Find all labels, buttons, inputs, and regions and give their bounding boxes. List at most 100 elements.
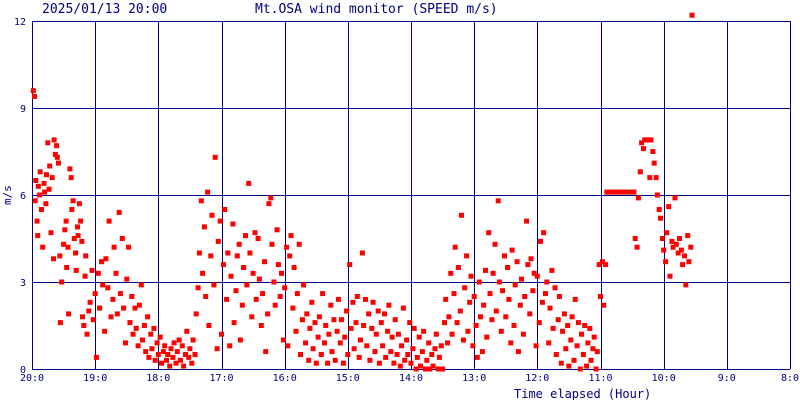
data-point — [280, 337, 286, 343]
data-point — [468, 273, 474, 279]
data-point — [648, 137, 654, 143]
data-point — [190, 337, 196, 343]
x-tick-label: 20:0 — [20, 373, 44, 384]
data-point — [465, 328, 471, 334]
data-point — [543, 291, 548, 297]
data-point — [392, 317, 398, 323]
x-tick-label: 13:0 — [462, 373, 486, 384]
data-point — [515, 349, 521, 355]
data-point — [285, 343, 291, 349]
data-point — [354, 294, 360, 299]
data-point — [680, 262, 686, 268]
data-point — [531, 270, 537, 276]
data-point — [129, 294, 135, 299]
data-point — [536, 320, 542, 326]
data-point — [51, 256, 56, 262]
data-point — [287, 253, 293, 259]
data-point — [52, 151, 58, 157]
data-point — [663, 259, 669, 265]
data-point — [159, 360, 164, 366]
data-point — [121, 305, 127, 311]
data-point — [258, 323, 264, 328]
data-point — [686, 259, 692, 265]
data-point — [288, 233, 294, 239]
data-point — [486, 230, 492, 236]
data-point — [97, 305, 103, 311]
data-point — [530, 288, 536, 294]
data-point — [512, 282, 518, 288]
data-point — [395, 331, 401, 337]
data-point — [127, 320, 133, 326]
data-point — [123, 340, 128, 346]
data-point — [639, 140, 645, 146]
data-point — [613, 189, 619, 195]
data-point — [282, 285, 288, 291]
data-point — [37, 192, 43, 198]
data-point — [164, 357, 169, 363]
data-point — [408, 360, 414, 366]
data-point — [539, 299, 545, 305]
data-point — [483, 267, 488, 273]
data-point — [565, 323, 571, 328]
data-point — [400, 305, 406, 311]
data-point — [78, 218, 84, 224]
data-point — [435, 366, 441, 372]
data-point — [351, 346, 357, 352]
data-point — [227, 343, 233, 349]
data-point — [332, 357, 338, 363]
data-point — [62, 227, 68, 233]
data-point — [186, 354, 192, 360]
data-point — [471, 294, 477, 299]
data-point — [568, 337, 574, 343]
data-point — [653, 175, 659, 181]
data-point — [397, 363, 403, 369]
data-point — [149, 346, 155, 352]
data-point — [370, 299, 376, 305]
data-point — [73, 250, 79, 256]
data-point — [309, 299, 315, 305]
data-point — [353, 320, 359, 326]
data-point — [66, 311, 72, 317]
data-point — [165, 352, 171, 357]
data-point — [449, 331, 455, 337]
data-point — [418, 363, 423, 369]
data-point — [591, 334, 597, 340]
data-point — [467, 299, 473, 305]
data-point — [587, 325, 593, 331]
data-point — [525, 262, 531, 268]
data-point — [67, 166, 73, 172]
data-point — [607, 189, 613, 195]
data-point — [358, 337, 363, 343]
x-tick-label: 15:0 — [336, 373, 360, 384]
data-point — [448, 270, 454, 276]
data-point — [42, 189, 48, 195]
data-point — [65, 244, 71, 250]
data-point — [168, 346, 174, 352]
data-point — [677, 236, 682, 241]
data-point — [75, 224, 80, 230]
data-point — [224, 296, 230, 302]
data-point — [284, 244, 290, 250]
data-point — [637, 169, 643, 175]
data-point — [590, 346, 596, 352]
data-point — [569, 314, 575, 320]
data-point — [260, 291, 266, 297]
data-point — [470, 343, 476, 349]
data-point — [666, 204, 672, 210]
data-point — [265, 311, 271, 317]
data-point — [419, 349, 425, 355]
data-point — [552, 285, 558, 291]
data-point — [670, 244, 676, 250]
x-tick-label: 9:0 — [718, 373, 736, 384]
data-point — [263, 349, 269, 355]
data-point — [375, 308, 381, 314]
data-point — [193, 311, 199, 317]
data-point — [479, 349, 485, 355]
data-point — [274, 227, 280, 233]
data-point — [30, 88, 36, 94]
data-point — [256, 276, 262, 282]
data-point — [271, 279, 277, 285]
data-point — [451, 291, 457, 297]
data-point — [320, 291, 326, 297]
data-point — [335, 296, 341, 302]
